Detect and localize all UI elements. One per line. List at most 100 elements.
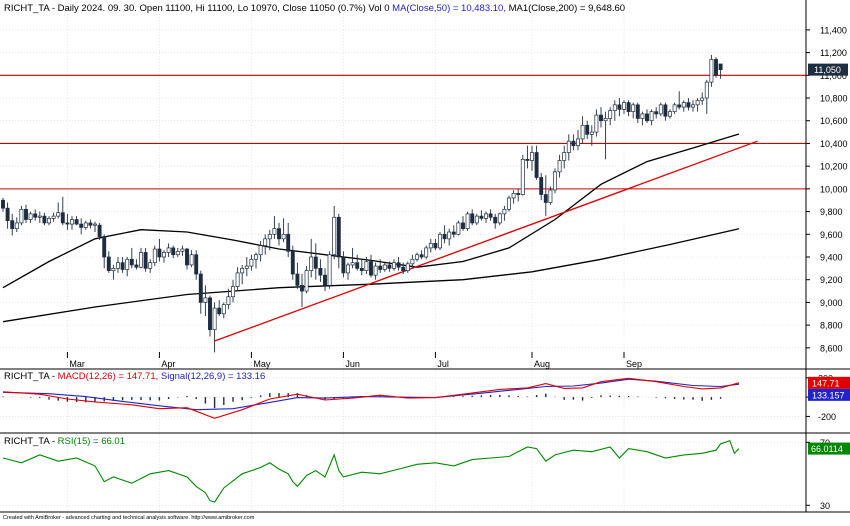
candle-body [718, 63, 723, 70]
candle-body [608, 110, 613, 119]
rsi-pane[interactable]: 307066.0114 RICHT_TA - RSI(15) = 66.01 [0, 432, 850, 511]
price-pane[interactable]: Mar Apr May Jun Jul Aug Sep 8,600 8,800 9,000 9,2… [0, 0, 848, 512]
candle-body [470, 213, 475, 224]
candle-body [539, 177, 544, 195]
candle-body [185, 248, 189, 266]
candle-body [148, 262, 153, 269]
footer-credit: Created with AmiBroker - advanced charti… [3, 515, 255, 521]
candle-body [208, 297, 212, 331]
candle-body [350, 262, 355, 266]
candle-body [5, 207, 10, 222]
candle-body [74, 219, 79, 225]
price-tick-label: 11,200 [820, 48, 847, 58]
candle-body [231, 286, 235, 298]
price-tick-label: 9,000 [820, 298, 843, 308]
candle-body [497, 213, 502, 224]
candle-body [175, 250, 180, 256]
last-price-box [808, 63, 848, 76]
candle-body [65, 222, 70, 225]
candle-body [355, 262, 360, 269]
candle-body [272, 228, 277, 235]
candle-body [387, 264, 392, 269]
candle-body [47, 218, 51, 224]
candle-body [714, 59, 718, 76]
candle-body [88, 222, 93, 226]
candle-body [56, 212, 61, 217]
candle-body [28, 213, 33, 220]
signal-last-label: 133.157 [812, 390, 845, 400]
candle-body [198, 273, 203, 303]
last-price-label: 11,050 [814, 65, 841, 75]
candle-body [405, 263, 410, 271]
candle-body [424, 247, 429, 258]
candle-body [14, 222, 19, 229]
candle-body [263, 238, 268, 246]
candle-body [562, 152, 567, 161]
candle-body [433, 243, 438, 249]
month-label: Apr [161, 359, 175, 369]
candle-body [479, 215, 484, 219]
signal-value-text: Signal(12,26,9) = 133.16 [161, 371, 265, 382]
candle-body [295, 273, 300, 286]
candle-body [217, 307, 222, 315]
candle-body [428, 243, 433, 249]
rsi-header: RICHT_TA - RSI(15) = 66.01 [4, 436, 125, 447]
candle-body [70, 219, 74, 225]
rsi-line [2, 440, 740, 503]
candle-body [369, 261, 373, 276]
macd-header: RICHT_TA - MACD(12,26) = 147.71, Signal(… [4, 371, 265, 382]
candle-body [33, 213, 38, 218]
candle-body [695, 99, 700, 106]
candle-body [465, 213, 470, 229]
candle-body [139, 252, 143, 268]
candle-body [346, 264, 350, 274]
candle-body [502, 208, 507, 215]
candle-body [484, 213, 488, 219]
candle-body [401, 266, 406, 271]
candle-body [617, 104, 622, 110]
candle-body [622, 102, 626, 110]
candle-body [318, 267, 323, 276]
candle-body [461, 222, 465, 229]
candle-body [226, 296, 231, 306]
candle-body [654, 111, 659, 115]
rsi-grid [0, 441, 806, 506]
candle-body [612, 104, 617, 111]
candle-body [42, 215, 47, 224]
month-label: Mar [69, 359, 85, 369]
candle-body [576, 138, 580, 147]
candle-body [244, 265, 249, 269]
price-tick-label: 9,600 [820, 230, 843, 240]
candle-body [254, 254, 258, 260]
candle-body [566, 140, 571, 153]
macd-value-text: MACD(12,26) = 147.71, [58, 371, 159, 382]
candle-body [97, 224, 102, 237]
candle-body [290, 250, 295, 275]
candle-body [60, 212, 65, 224]
price-tick-label: 11,400 [820, 25, 847, 35]
macd-last-box [808, 376, 850, 389]
candle-body [309, 256, 314, 271]
candle-body [102, 236, 107, 258]
ma200-summary: MA1(Close,200) = 9,648.60 [509, 3, 625, 14]
candle-body [663, 104, 668, 117]
ohlc-summary: - Daily 2024. 09. 30. Open 11100, Hi 111… [52, 3, 390, 14]
candle-body [585, 124, 590, 135]
candle-body [37, 215, 42, 218]
candle-body [419, 254, 424, 258]
candle-body [277, 228, 281, 240]
candle-body [378, 265, 383, 270]
candle-body [553, 171, 557, 191]
price-tick-label: 9,800 [820, 207, 843, 217]
macd-line [2, 377, 740, 419]
candle-body [152, 248, 157, 264]
ma200-line [2, 228, 740, 323]
price-tick-label: 11,000 [820, 71, 847, 81]
candle-body [392, 262, 396, 269]
candle-body [704, 81, 709, 99]
candles [1, 54, 723, 353]
candle-body [221, 304, 226, 315]
price-tick-label: 10,800 [820, 94, 848, 104]
